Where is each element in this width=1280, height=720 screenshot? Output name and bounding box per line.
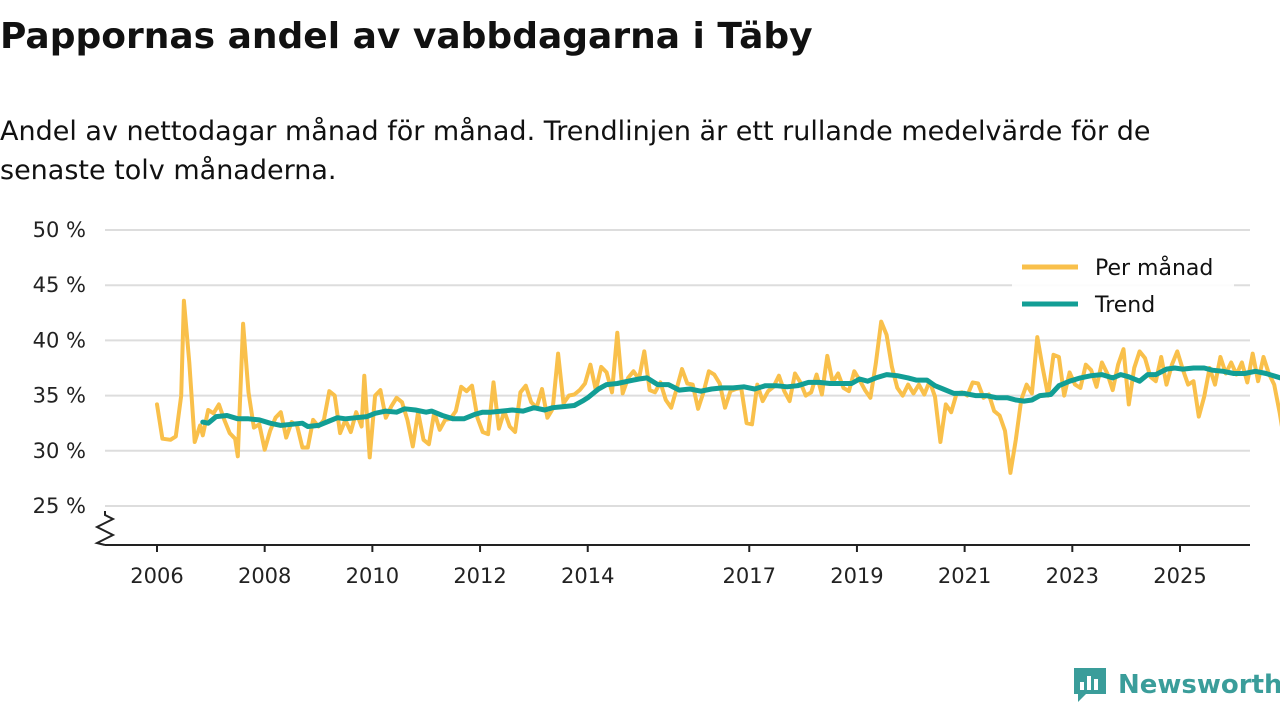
y-tick-label: 50 %: [33, 218, 86, 242]
x-tick-label: 2019: [830, 564, 883, 588]
series-line-monthly: [155, 298, 1280, 475]
x-tick-label: 2008: [238, 564, 291, 588]
x-tick-label: 2010: [346, 564, 399, 588]
series-line-trend: [200, 365, 1280, 429]
axis-break-icon: [94, 511, 116, 546]
legend-label-monthly: Per månad: [1095, 255, 1213, 281]
x-tick-label: 2014: [561, 564, 614, 588]
line-chart: 25 % 30 % 35 % 40 % 45 % 50 % 2006 2008 2010 2012…: [33, 218, 1280, 588]
y-tick-label: 30 %: [33, 439, 86, 463]
x-tick-label: 2012: [453, 564, 506, 588]
y-tick-label: 45 %: [33, 273, 86, 297]
x-tick-label: 2021: [938, 564, 991, 588]
x-tick-label: 2023: [1046, 564, 1099, 588]
x-tick-label: 2017: [723, 564, 776, 588]
brand-logo: Newsworthy: [1072, 666, 1280, 704]
x-tick-label: 2006: [130, 564, 183, 588]
y-tick-label: 40 %: [33, 328, 86, 352]
newsworthy-logo-icon: [1074, 668, 1106, 702]
chart-subtitle: Andel av nettodagar månad för månad. Tre…: [0, 116, 1151, 186]
legend-label-trend: Trend: [1094, 293, 1155, 318]
legend-box: [1012, 248, 1234, 326]
y-tick-label: 35 %: [33, 384, 86, 408]
brand-name: Newsworthy: [1118, 670, 1280, 700]
y-tick-label: 25 %: [33, 494, 86, 518]
x-tick-label: 2025: [1153, 564, 1206, 588]
chart-title: Pappornas andel av vabbdagarna i Täby: [0, 16, 813, 57]
